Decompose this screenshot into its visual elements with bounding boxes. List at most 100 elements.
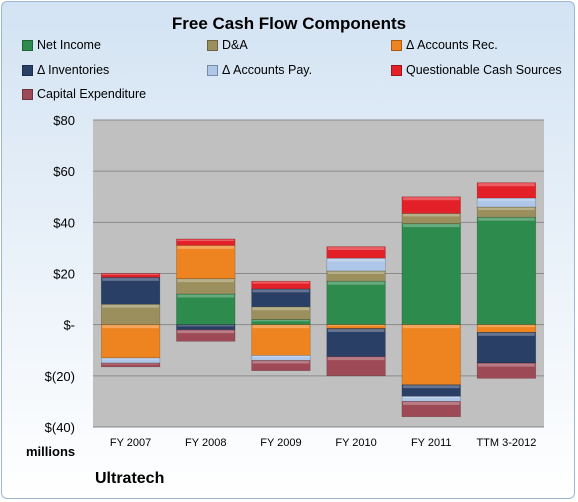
bar-highlight [478, 207, 535, 211]
bar-segment [476, 216, 537, 325]
legend-label: Net Income [37, 38, 101, 52]
bar-highlight [177, 330, 235, 334]
y-tick-label: $20 [53, 267, 75, 282]
x-tick-label: FY 2011 [411, 437, 452, 449]
bar-segment [401, 401, 461, 418]
bar-segment [326, 246, 386, 259]
legend-da: D&A [207, 38, 248, 52]
bar-highlight [478, 198, 535, 201]
bar-highlight [327, 258, 385, 262]
bar-highlight [478, 325, 535, 328]
legend-swatch [391, 39, 402, 51]
bar-segment [176, 293, 236, 325]
legend-label: Capital Expenditure [37, 87, 147, 101]
bar-segment [476, 206, 537, 218]
legend-label: Δ Inventories [37, 63, 110, 77]
bar-highlight [478, 332, 535, 336]
y-tick-label: $40 [53, 215, 75, 230]
bar-segment [476, 324, 537, 333]
legend-swatch [22, 39, 33, 51]
legend-label: Δ Accounts Pay. [222, 63, 313, 77]
bar-highlight [102, 325, 159, 329]
bar-highlight [177, 325, 235, 327]
bar-highlight [402, 197, 460, 201]
company-name: Ultratech [95, 470, 165, 487]
legend-swatch [22, 64, 33, 76]
bar-segment [476, 182, 537, 199]
bar-highlight [252, 360, 310, 364]
legend-swatch [22, 88, 33, 100]
bar-segment [326, 270, 386, 282]
bar-segment [100, 273, 161, 278]
bar-highlight [252, 325, 310, 329]
bar-segment [251, 288, 311, 308]
bar-segment [251, 360, 311, 372]
bar-segment [176, 329, 236, 342]
bar-segment [401, 196, 461, 214]
bar-highlight [177, 279, 235, 283]
bar-highlight [252, 355, 310, 358]
bar-segment [476, 362, 537, 379]
bar-highlight [402, 401, 460, 405]
y-tick-label: $(40) [45, 420, 75, 435]
legend-questionable: Questionable Cash Sources [391, 63, 562, 77]
bar-segment [176, 238, 236, 246]
bar-segment [176, 245, 236, 279]
x-tick-label: FY 2010 [335, 437, 376, 449]
bar-segment [100, 324, 161, 359]
x-tick-label: FY 2008 [185, 437, 226, 449]
legend-swatch [207, 39, 218, 51]
bar-segment [326, 356, 386, 377]
bar-highlight [327, 357, 385, 361]
bar-highlight [327, 325, 385, 327]
legend-capex: Capital Expenditure [22, 87, 146, 101]
bar-highlight [177, 245, 235, 249]
bar-highlight [402, 224, 460, 228]
bar-segment [251, 280, 311, 290]
y-tick-label: $60 [53, 164, 75, 179]
bar-highlight [177, 239, 235, 242]
bar-segment [100, 362, 161, 368]
bar-highlight [252, 320, 310, 322]
legend-net-income: Net Income [22, 38, 101, 52]
bar-segment [100, 277, 161, 305]
legend-inventories: Δ Inventories [22, 63, 109, 77]
bar-highlight [327, 329, 385, 333]
bar-highlight [402, 213, 460, 217]
bar-highlight [402, 385, 460, 389]
bar-highlight [327, 271, 385, 274]
legend-swatch [207, 64, 218, 76]
legend-label: Δ Accounts Rec. [406, 38, 498, 52]
bar-highlight [478, 217, 535, 221]
bar-highlight [327, 247, 385, 251]
bar-highlight [478, 363, 535, 367]
bar-highlight [402, 396, 460, 399]
bar-segment [401, 324, 461, 386]
bar-highlight [177, 294, 235, 298]
bar-segment [326, 280, 386, 325]
bar-segment [476, 332, 537, 364]
y-tick-label: $- [63, 318, 75, 333]
bar-highlight [102, 277, 159, 281]
bar-highlight [252, 281, 310, 284]
bar-segment [326, 324, 386, 329]
unit-label: millions [26, 444, 76, 459]
bar-highlight [327, 281, 385, 285]
bar-highlight [102, 304, 159, 308]
bar-highlight [102, 274, 159, 275]
y-tick-label: $80 [53, 113, 75, 128]
bar-segment [401, 223, 461, 325]
bar-highlight [102, 363, 159, 365]
chart-title: Free Cash Flow Components [171, 14, 407, 33]
bar-highlight [252, 307, 310, 311]
bar-segment [326, 328, 386, 357]
bar-highlight [478, 183, 535, 187]
bar-highlight [402, 325, 460, 329]
bar-highlight [102, 358, 159, 360]
legend-accounts-pay: Δ Accounts Pay. [207, 63, 312, 77]
x-tick-label: FY 2007 [110, 437, 151, 449]
legend-label: D&A [222, 38, 248, 52]
x-tick-label: TTM 3-2012 [476, 437, 536, 449]
bar-highlight [252, 289, 310, 293]
